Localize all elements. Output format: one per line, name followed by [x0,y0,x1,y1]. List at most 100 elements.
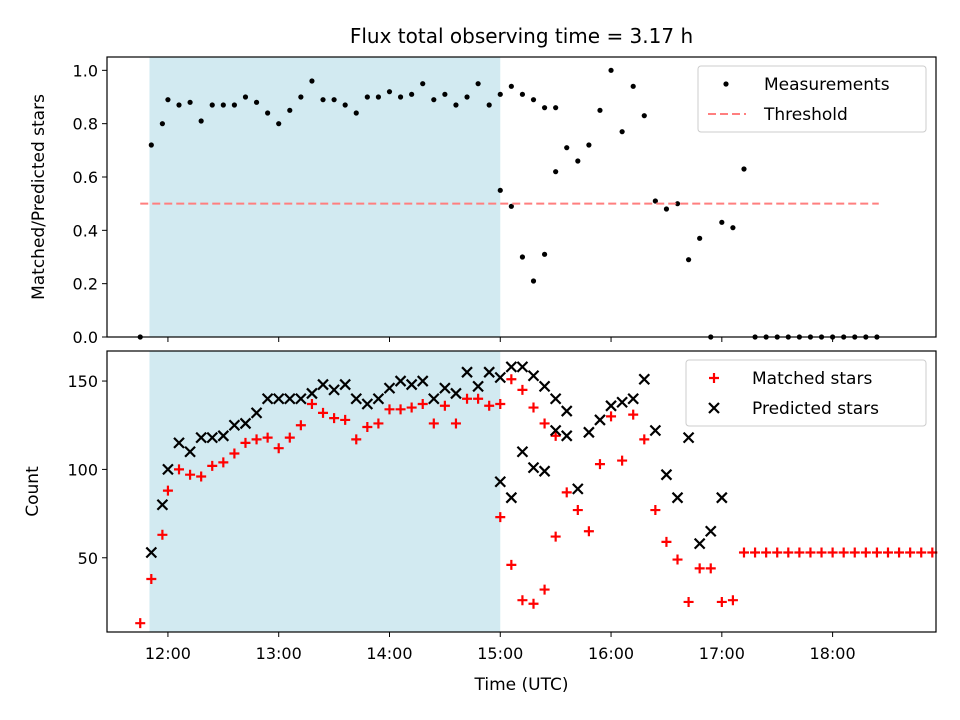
data-point [517,384,528,395]
data-point [685,257,692,263]
data-point [428,418,439,429]
data-point [506,559,517,570]
data-point [464,94,470,100]
data-point [704,525,717,538]
data-point [416,375,429,387]
data-point [220,102,226,108]
data-point [157,529,168,540]
data-point [165,97,171,103]
data-point [329,413,340,424]
data-point [439,382,451,394]
data-point [240,437,251,448]
data-point [218,457,229,468]
y-tick-label: 0.6 [73,168,98,187]
data-point [384,404,395,415]
data-point [395,404,406,415]
data-point [649,424,662,437]
y-tick-label: 150 [67,372,98,391]
data-point [148,142,154,148]
data-point [750,547,761,558]
data-point [594,459,605,470]
y-tick-label: 50 [78,549,98,568]
data-point [184,445,196,458]
data-point [605,400,617,412]
x-tick-label: 18:00 [810,644,856,663]
legend-box [697,65,927,133]
data-point [217,430,230,442]
data-point [361,398,374,410]
data-point [638,373,651,386]
data-point [231,102,237,108]
data-point [185,469,196,480]
data-point [273,443,284,454]
data-point [156,498,169,511]
y-tick-label: 0.0 [73,328,98,347]
data-point [519,254,526,260]
legend-box [685,359,927,427]
data-point [473,393,484,404]
data-point [539,418,550,429]
data-point [174,464,185,475]
data-point [497,91,503,97]
data-point [516,445,529,458]
data-point [772,547,783,558]
data-point [206,431,219,444]
data-point [516,361,529,373]
data-point [442,91,448,97]
x-tick-label: 15:00 [477,644,523,663]
data-point [146,573,157,584]
y-tick-label: 100 [67,460,98,479]
data-point [328,384,340,396]
data-point [586,142,592,148]
data-point [794,547,805,558]
y-tick-label: 0.4 [73,221,98,240]
data-point [364,94,370,100]
data-point [284,432,295,443]
data-point [519,91,526,97]
data-point [693,537,706,550]
legend [685,359,927,427]
chart-title: Flux total observing time = 3.17 h [350,24,693,48]
data-point [475,81,481,87]
data-point [340,414,351,425]
data-point [409,91,415,97]
data-point [783,547,794,558]
legend-plus-swatch [709,373,719,383]
data-point [628,409,639,420]
x-tick-label: 16:00 [588,644,634,663]
data-point [727,595,738,606]
data-point [253,99,260,105]
data-point [506,374,517,385]
data-point [564,145,570,151]
data-point [353,110,359,116]
data-point [538,380,551,393]
data-point [916,547,927,558]
y-tick-label: 1.0 [73,61,98,80]
data-point [730,225,736,231]
data-point [741,166,747,172]
data-point [561,487,572,498]
data-point [405,378,418,391]
legend-label: Matched stars [752,369,872,389]
data-point [383,382,396,394]
data-point [849,547,860,558]
data-point [549,424,562,437]
data-point [320,97,326,103]
data-point [431,97,437,103]
data-point [262,432,273,443]
data-point [572,483,584,495]
data-point [527,369,540,382]
data-point [386,89,393,95]
data-point [229,448,240,459]
plot-frame [106,350,937,633]
data-point [339,378,351,391]
data-point [495,399,506,410]
data-point [539,584,550,595]
data-point [508,203,514,209]
data-point [530,278,537,284]
data-point [298,94,304,100]
data-point [860,547,871,558]
x-tick-label: 17:00 [699,644,745,663]
data-point [406,402,417,413]
